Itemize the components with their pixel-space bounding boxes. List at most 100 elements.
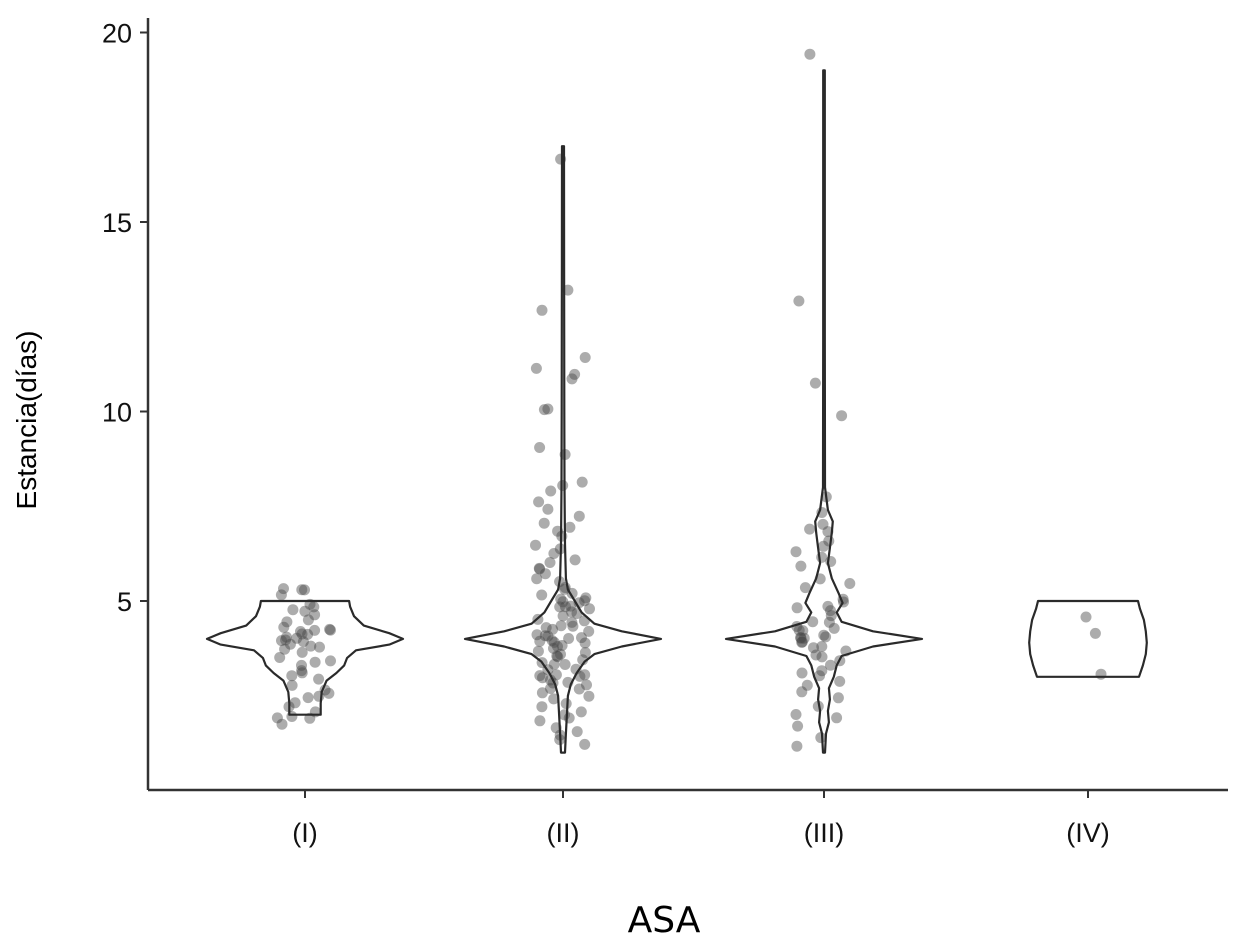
data-point — [302, 692, 314, 704]
data-point — [807, 616, 819, 628]
data-point — [820, 631, 832, 643]
y-axis-title: Estancia(días) — [11, 331, 42, 510]
y-tick-label: 10 — [102, 398, 132, 428]
data-point — [271, 712, 283, 724]
data-point — [828, 622, 840, 634]
data-point — [314, 641, 325, 653]
violin-shape — [1028, 599, 1148, 678]
data-point — [797, 625, 809, 637]
data-point — [286, 711, 298, 722]
data-point — [308, 601, 320, 613]
data-point — [534, 715, 546, 727]
data-point — [296, 628, 308, 640]
data-point — [825, 610, 837, 622]
data-point — [325, 624, 336, 636]
data-point — [816, 651, 828, 663]
data-point — [287, 604, 299, 616]
data-point — [540, 622, 552, 634]
axes — [146, 18, 1228, 792]
data-point — [560, 601, 571, 613]
data-point — [548, 642, 559, 654]
data-point — [548, 658, 560, 670]
data-point — [799, 582, 811, 594]
data-point — [286, 679, 298, 691]
data-point — [577, 654, 589, 666]
points-layer — [271, 48, 1107, 752]
data-point — [297, 636, 309, 648]
data-point — [551, 650, 563, 662]
data-point — [564, 521, 576, 533]
data-point — [309, 609, 321, 621]
data-point — [286, 670, 298, 682]
data-point — [281, 616, 293, 628]
data-point — [557, 480, 569, 491]
data-point — [325, 655, 336, 667]
data-point — [546, 635, 558, 646]
data-point — [555, 648, 566, 660]
violins-layer — [205, 69, 1148, 754]
data-point — [796, 636, 808, 648]
data-point — [579, 669, 591, 681]
data-point — [804, 48, 816, 60]
data-point — [530, 362, 542, 374]
data-point — [305, 640, 317, 652]
data-point — [537, 672, 548, 684]
data-point — [1089, 627, 1101, 639]
data-point — [302, 628, 314, 640]
data-point — [538, 517, 550, 529]
x-tick-label: (IV) — [1066, 818, 1110, 848]
data-point — [296, 646, 308, 658]
data-point — [550, 669, 562, 681]
data-point — [791, 602, 803, 614]
data-point — [539, 568, 551, 580]
data-point — [552, 651, 564, 663]
violin-shape — [463, 145, 663, 754]
data-point — [836, 410, 848, 422]
data-point — [831, 712, 843, 724]
data-point — [818, 629, 830, 641]
x-tick-label: (III) — [804, 818, 845, 848]
data-point — [795, 632, 807, 643]
data-point — [299, 584, 310, 596]
data-point — [580, 592, 592, 604]
data-point — [534, 635, 546, 647]
data-point — [565, 600, 577, 612]
y-tick-label: 20 — [102, 19, 132, 49]
data-point — [554, 601, 566, 613]
x-tick-label: (I) — [292, 818, 317, 848]
data-point — [531, 629, 543, 641]
data-point — [313, 673, 325, 685]
x-axis-title: ASA — [628, 900, 701, 941]
data-point — [818, 540, 829, 552]
violin-shape — [205, 599, 405, 716]
data-point — [823, 616, 835, 628]
data-point — [790, 709, 802, 720]
data-point — [791, 740, 803, 752]
data-point — [569, 368, 581, 380]
data-point — [534, 563, 546, 575]
data-point — [563, 633, 575, 644]
data-point — [832, 692, 844, 704]
x-tick-label: (II) — [547, 818, 580, 848]
data-point — [579, 637, 591, 649]
data-point — [559, 659, 571, 670]
data-point — [575, 706, 587, 718]
data-point — [1080, 611, 1092, 623]
data-point — [279, 643, 291, 655]
data-point — [531, 573, 543, 585]
data-point — [579, 352, 591, 363]
data-point — [563, 712, 575, 724]
data-point — [798, 632, 810, 644]
data-point — [556, 640, 568, 651]
data-point — [309, 624, 321, 636]
data-point — [281, 631, 292, 643]
data-point — [274, 652, 286, 663]
data-point — [302, 614, 314, 626]
data-point — [276, 718, 288, 730]
y-ticks: 5 10 15 20 — [102, 19, 148, 617]
data-point — [280, 634, 292, 646]
data-point — [576, 632, 587, 644]
data-point — [542, 403, 554, 415]
data-point — [545, 683, 556, 694]
data-point — [1095, 668, 1107, 680]
